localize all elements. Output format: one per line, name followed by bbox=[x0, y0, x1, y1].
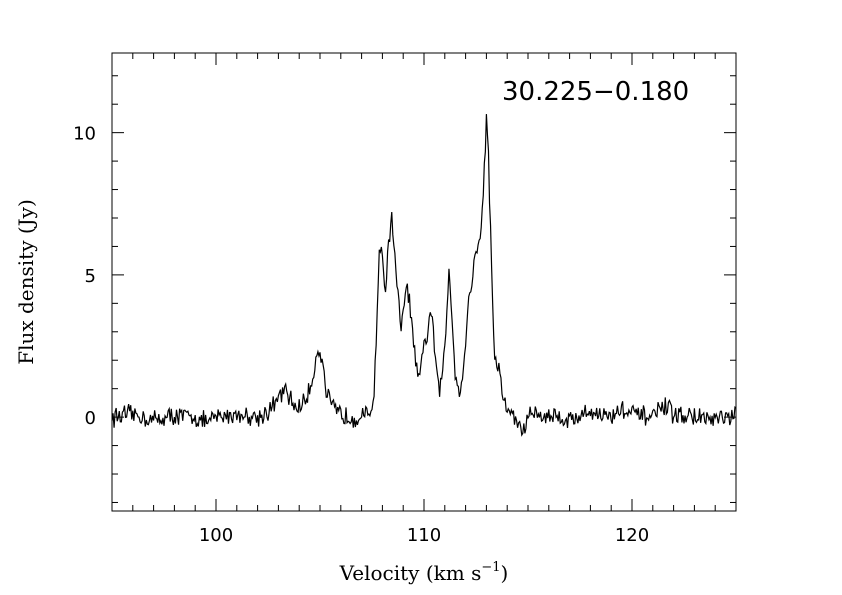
major-ticks bbox=[112, 53, 736, 511]
x-axis-label-main: Velocity (km s bbox=[339, 561, 482, 585]
source-annotation: 30.225−0.180 bbox=[502, 77, 689, 107]
x-axis-label: Velocity (km s−1) bbox=[339, 560, 509, 585]
y-tick-label: 0 bbox=[85, 408, 96, 429]
y-axis-label: Flux density (Jy) bbox=[14, 199, 38, 365]
spectrum-line bbox=[111, 114, 737, 437]
x-tick-label: 110 bbox=[407, 525, 441, 546]
x-tick-labels: 100 110 120 bbox=[199, 525, 649, 546]
x-axis-label-close: ) bbox=[501, 561, 509, 585]
minor-ticks bbox=[111, 53, 737, 511]
y-tick-label: 10 bbox=[73, 124, 96, 145]
y-tick-labels: 0 5 10 bbox=[73, 124, 96, 429]
y-tick-label: 5 bbox=[85, 266, 96, 287]
x-tick-label: 120 bbox=[615, 525, 649, 546]
x-axis-label-superscript: −1 bbox=[481, 560, 500, 575]
x-tick-label: 100 bbox=[199, 525, 233, 546]
plot-frame bbox=[111, 52, 737, 512]
